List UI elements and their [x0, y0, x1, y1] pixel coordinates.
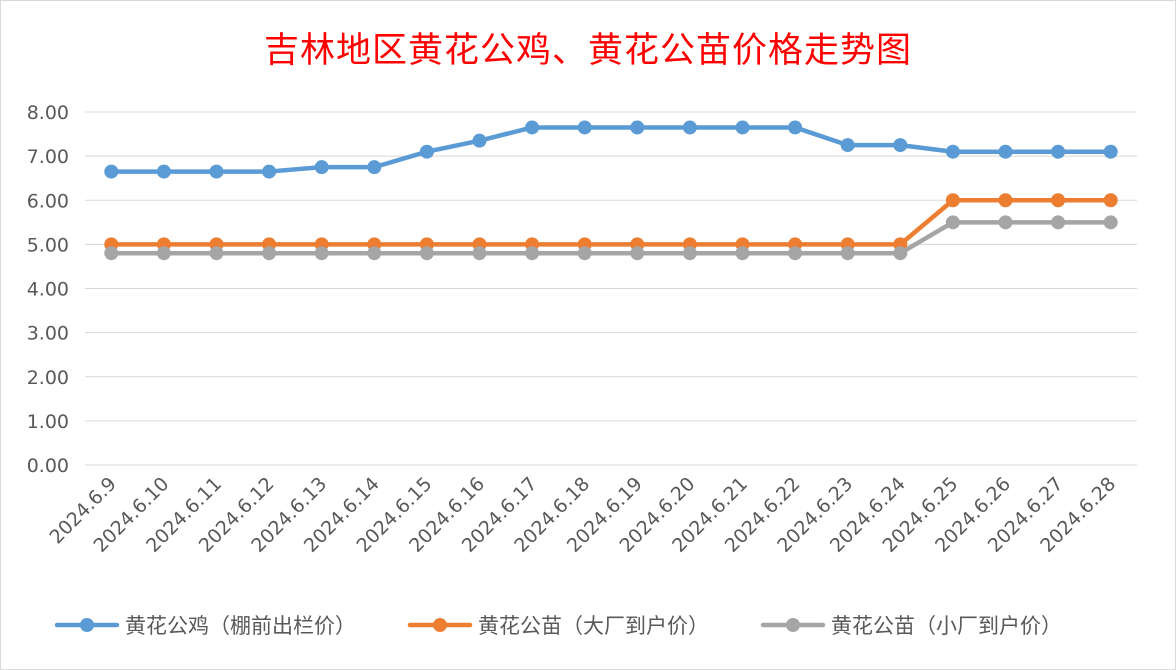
series-lines	[104, 120, 1118, 261]
series-line	[109, 198, 1113, 247]
data-point	[1051, 193, 1066, 208]
data-point	[1103, 144, 1118, 159]
data-point	[367, 160, 382, 175]
data-point	[577, 120, 592, 135]
data-point	[472, 133, 487, 148]
y-tick-label: 6.00	[27, 190, 69, 212]
legend-label: 黄花公鸡（棚前出栏价）	[125, 614, 356, 638]
data-point	[893, 246, 908, 261]
legend-swatch-marker	[786, 618, 800, 632]
data-point	[314, 246, 329, 261]
data-point	[893, 138, 908, 153]
y-tick-label: 8.00	[27, 102, 69, 124]
y-tick-label: 4.00	[27, 279, 69, 301]
y-tick-label: 7.00	[27, 146, 69, 168]
data-point	[525, 246, 540, 261]
series-line	[109, 220, 1113, 256]
data-point	[419, 246, 434, 261]
data-point	[735, 246, 750, 261]
data-point	[577, 246, 592, 261]
data-point	[104, 164, 119, 179]
legend-swatch-marker	[433, 618, 447, 632]
data-point	[682, 120, 697, 135]
data-point	[156, 246, 171, 261]
data-point	[209, 164, 224, 179]
data-point	[945, 144, 960, 159]
data-point	[840, 138, 855, 153]
y-axis: 0.00 1.00 2.00 3.00 4.00 5.00 6.00 7.00 8.00	[27, 102, 69, 477]
data-point	[945, 215, 960, 230]
data-point	[788, 246, 803, 261]
data-point	[998, 215, 1013, 230]
data-point	[682, 246, 697, 261]
data-point	[262, 246, 277, 261]
data-point	[1051, 215, 1066, 230]
data-point	[314, 160, 329, 175]
data-point	[525, 120, 540, 135]
data-point	[840, 246, 855, 261]
data-point	[630, 120, 645, 135]
chart-title: 吉林地区黄花公鸡、黄花公苗价格走势图	[263, 31, 912, 71]
series-line	[109, 125, 1113, 174]
data-point	[735, 120, 750, 135]
legend-label: 黄花公苗（小厂到户价）	[831, 614, 1062, 638]
legend: 黄花公鸡（棚前出栏价） 黄花公苗（大厂到户价） 黄花公苗（小厂到户价）	[54, 614, 1062, 638]
legend-label: 黄花公苗（大厂到户价）	[478, 614, 709, 638]
y-tick-label: 0.00	[27, 455, 69, 477]
data-point	[788, 120, 803, 135]
data-point	[1103, 215, 1118, 230]
data-point	[1051, 144, 1066, 159]
data-point	[998, 144, 1013, 159]
data-point	[630, 246, 645, 261]
data-point	[945, 193, 960, 208]
data-point	[262, 164, 277, 179]
legend-swatch-marker	[80, 618, 94, 632]
data-point	[998, 193, 1013, 208]
data-point	[472, 246, 487, 261]
x-axis: 2024.6.92024.6.102024.6.112024.6.122024.…	[45, 473, 1120, 557]
data-point	[104, 246, 119, 261]
data-point	[209, 246, 224, 261]
data-point	[419, 144, 434, 159]
y-tick-label: 3.00	[27, 323, 69, 345]
y-tick-label: 2.00	[27, 367, 69, 389]
y-tick-label: 1.00	[27, 411, 69, 433]
y-tick-label: 5.00	[27, 234, 69, 256]
data-point	[367, 246, 382, 261]
data-point	[1103, 193, 1118, 208]
gridlines	[85, 111, 1137, 466]
data-point	[156, 164, 171, 179]
